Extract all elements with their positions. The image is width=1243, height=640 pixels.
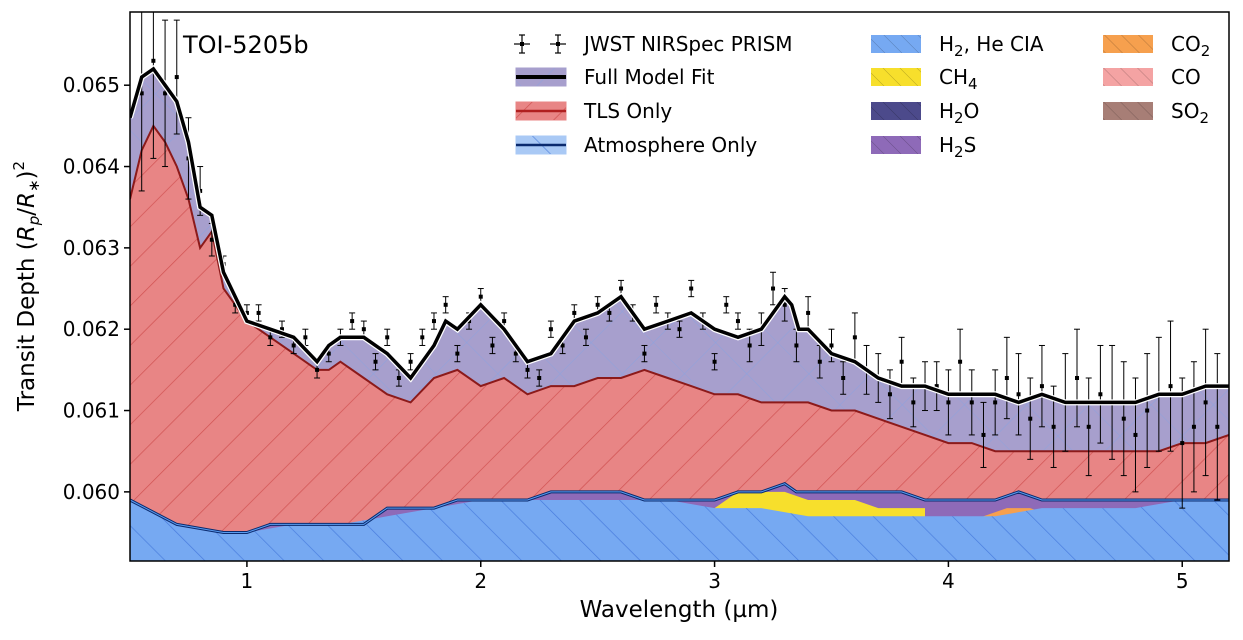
data-point [840,361,847,395]
data-point [1144,353,1151,468]
data-point [372,353,379,371]
planet-title: TOI-5205b [182,31,309,59]
legend-entry-co: CO [1103,65,1201,89]
h2-he-cia-hatch [130,500,1229,561]
data-point [430,312,437,330]
y-tick-label: 0.065 [63,73,120,97]
data-point [536,369,543,387]
data-point [419,328,426,346]
data-point [454,344,461,363]
legend: JWST NIRSpec PRISM Full Model Fit TLS Only… [514,32,1210,161]
data-point [1214,353,1221,501]
data-point [992,369,999,436]
series-layer [130,68,1229,561]
data-point [1074,328,1081,428]
data-point [1097,344,1104,444]
legend-entry-full: Full Model Fit [515,65,715,89]
data-point [1167,320,1174,452]
y-tick-label: 0.064 [63,155,120,179]
data-point [582,328,589,346]
legend-entry-obs: JWST NIRSpec PRISM [514,32,793,56]
legend-label-tls: TLS Only [583,99,672,123]
data-point [886,369,893,420]
full-model-line [130,66,1229,405]
data-point [711,353,718,371]
data-point [442,296,449,314]
y-axis-label: Transit Depth (Rp/R∗)2 [10,161,43,412]
data-point [150,12,157,159]
data-point [384,328,391,346]
tls-hatch [130,125,1229,561]
legend-entry-atm: Atmosphere Only [515,133,757,157]
x-axis-label: Wavelength (µm) [580,597,779,623]
data-point [980,401,987,468]
y-tick-label: 0.062 [63,317,120,341]
data-point [407,353,414,371]
data-point [138,12,145,192]
data-point [933,361,940,412]
data-point [676,320,683,338]
data-point [734,312,741,330]
data-point [255,304,262,322]
data-point [162,19,169,168]
legend-label-obs: JWST NIRSpec PRISM [582,32,793,56]
data-point [547,320,554,338]
atmosphere-line-highlight [130,483,1229,533]
data-point [1190,361,1197,493]
x-tick-label: 4 [942,569,955,593]
data-point [688,279,695,298]
data-point [1027,377,1034,460]
x-tick-label: 3 [708,569,721,593]
data-point [723,296,730,314]
data-point [489,336,496,355]
data-point [1015,353,1022,436]
data-point [349,312,356,330]
data-point [1120,361,1127,477]
y-axis: 0.060 0.061 0.062 0.063 0.064 0.065 [63,73,130,504]
legend-label-atm: Atmosphere Only [584,133,757,157]
data-point [770,271,777,306]
legend-entry-h2o: H2O [871,99,979,127]
data-point [1003,336,1010,420]
data-point [1202,328,1209,477]
x-tick-label: 1 [241,569,254,593]
y-tick-label: 0.063 [63,236,120,260]
legend-entry-tls: TLS Only [515,99,672,123]
data-point [653,296,660,314]
data-point [1132,377,1139,493]
x-axis: 1 2 3 4 5 [241,561,1189,593]
data-point [641,344,648,363]
data-point [945,369,952,436]
x-tick-label: 2 [474,569,487,593]
x-tick-label: 5 [1176,569,1189,593]
y-tick-label: 0.060 [63,480,120,504]
y-tick-label: 0.061 [63,399,120,423]
legend-label-full: Full Model Fit [584,65,715,89]
data-point [1179,377,1186,509]
observations-layer [130,12,1229,509]
data-point [968,369,975,436]
data-point [1038,344,1045,428]
data-point [1085,377,1092,477]
legend-label-co: CO [1171,65,1201,89]
plot-frame [129,11,1230,562]
data-point [173,19,180,135]
